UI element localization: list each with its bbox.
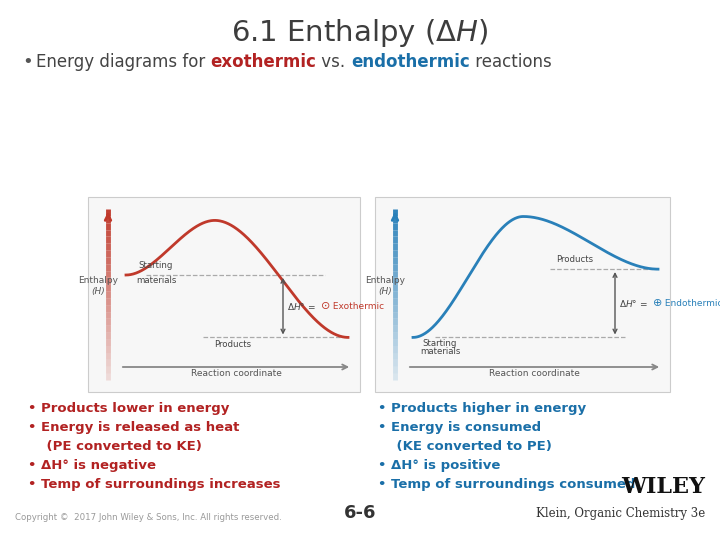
Text: • Energy is consumed: • Energy is consumed: [378, 421, 541, 434]
FancyBboxPatch shape: [375, 197, 670, 392]
Text: $\Delta H°$ =: $\Delta H°$ =: [619, 298, 649, 309]
Text: Exothermic: Exothermic: [330, 302, 384, 310]
Text: Starting: Starting: [423, 340, 457, 348]
Text: reactions: reactions: [469, 53, 552, 71]
Text: (H): (H): [378, 287, 392, 296]
Text: Enthalpy: Enthalpy: [78, 276, 118, 285]
Text: • Products lower in energy: • Products lower in energy: [28, 402, 230, 415]
Text: exothermic: exothermic: [210, 53, 316, 71]
Text: Copyright ©  2017 John Wiley & Sons, Inc. All rights reserved.: Copyright © 2017 John Wiley & Sons, Inc.…: [15, 513, 282, 522]
Text: 6-6: 6-6: [343, 504, 377, 522]
Text: endothermic: endothermic: [351, 53, 469, 71]
Text: vs.: vs.: [316, 53, 351, 71]
Text: • Temp of surroundings increases: • Temp of surroundings increases: [28, 478, 281, 491]
Text: $\Delta H°$ =: $\Delta H°$ =: [287, 301, 317, 312]
Text: (H): (H): [91, 287, 105, 296]
Text: (PE converted to KE): (PE converted to KE): [28, 440, 202, 453]
Text: 6.1 Enthalpy ($\Delta\mathit{H}$): 6.1 Enthalpy ($\Delta\mathit{H}$): [231, 17, 489, 49]
Text: Starting: Starting: [139, 261, 174, 270]
Text: • Temp of surroundings consumed: • Temp of surroundings consumed: [378, 478, 635, 491]
Text: Enthalpy: Enthalpy: [365, 276, 405, 285]
Text: • Energy is released as heat: • Energy is released as heat: [28, 421, 239, 434]
FancyBboxPatch shape: [88, 197, 360, 392]
Text: • Products higher in energy: • Products higher in energy: [378, 402, 586, 415]
Text: Energy diagrams for: Energy diagrams for: [36, 53, 210, 71]
Text: ⊙: ⊙: [321, 301, 330, 311]
Text: Klein, Organic Chemistry 3e: Klein, Organic Chemistry 3e: [536, 507, 705, 520]
Text: ⊕: ⊕: [653, 298, 662, 308]
Text: Products: Products: [215, 340, 251, 349]
Text: •: •: [22, 53, 32, 71]
Text: materials: materials: [420, 347, 460, 356]
Text: Endothermic: Endothermic: [662, 299, 720, 308]
Text: • ΔH° is negative: • ΔH° is negative: [28, 459, 156, 472]
Text: Products: Products: [557, 255, 593, 264]
Text: WILEY: WILEY: [621, 476, 705, 498]
Text: Reaction coordinate: Reaction coordinate: [191, 369, 282, 378]
Text: materials: materials: [136, 276, 176, 285]
Text: • ΔH° is positive: • ΔH° is positive: [378, 459, 500, 472]
Text: Reaction coordinate: Reaction coordinate: [489, 369, 580, 378]
Text: (KE converted to PE): (KE converted to PE): [378, 440, 552, 453]
